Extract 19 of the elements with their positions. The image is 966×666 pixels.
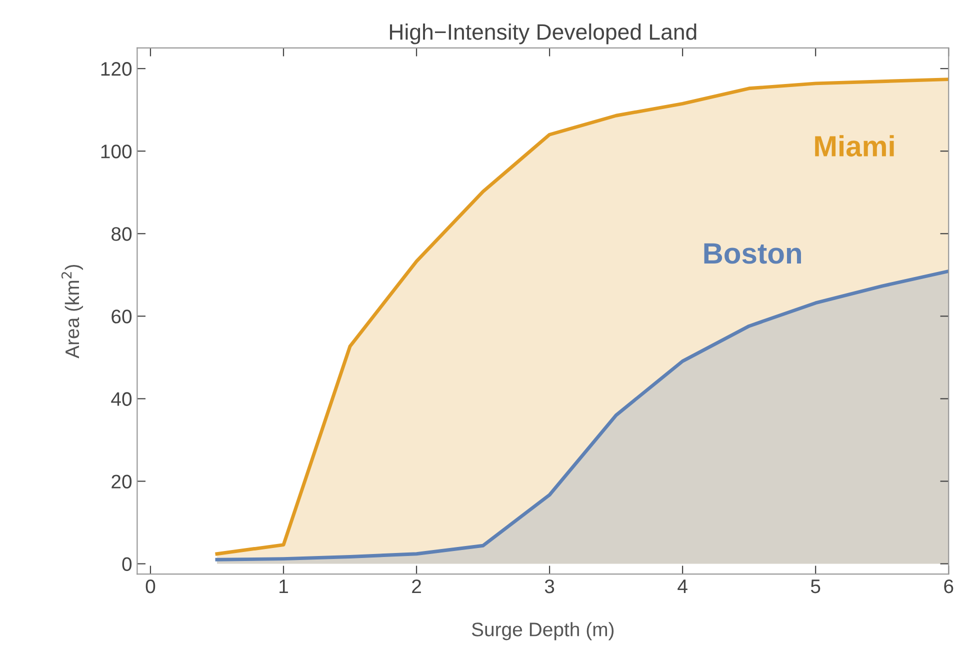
chart-title: High−Intensity Developed Land <box>390 24 696 44</box>
y-tick-label: 40 <box>111 392 132 406</box>
x-axis-title: Surge Depth (m) <box>472 622 614 640</box>
y-axis-title: Area (km$^{2}$) <box>61 264 83 358</box>
y-tick-label: 0 <box>122 557 132 572</box>
y-tick-label: 80 <box>112 227 132 241</box>
x-tick-label: 3 <box>544 579 554 594</box>
y-tick-label: 100 <box>101 144 132 158</box>
y-tick-label: 20 <box>112 474 132 488</box>
x-tick-label: 2 <box>412 579 421 594</box>
x-tick-label: 0 <box>146 579 156 594</box>
series-label: Boston <box>704 243 801 264</box>
series-label: Miami <box>815 135 894 157</box>
y-tick-label: 60 <box>112 310 132 324</box>
y-tick-label: 120 <box>101 62 132 76</box>
x-tick-label: 5 <box>810 580 820 594</box>
x-tick-label: 1 <box>280 580 288 594</box>
x-tick-label: 6 <box>944 579 954 594</box>
x-tick-label: 4 <box>678 580 688 594</box>
